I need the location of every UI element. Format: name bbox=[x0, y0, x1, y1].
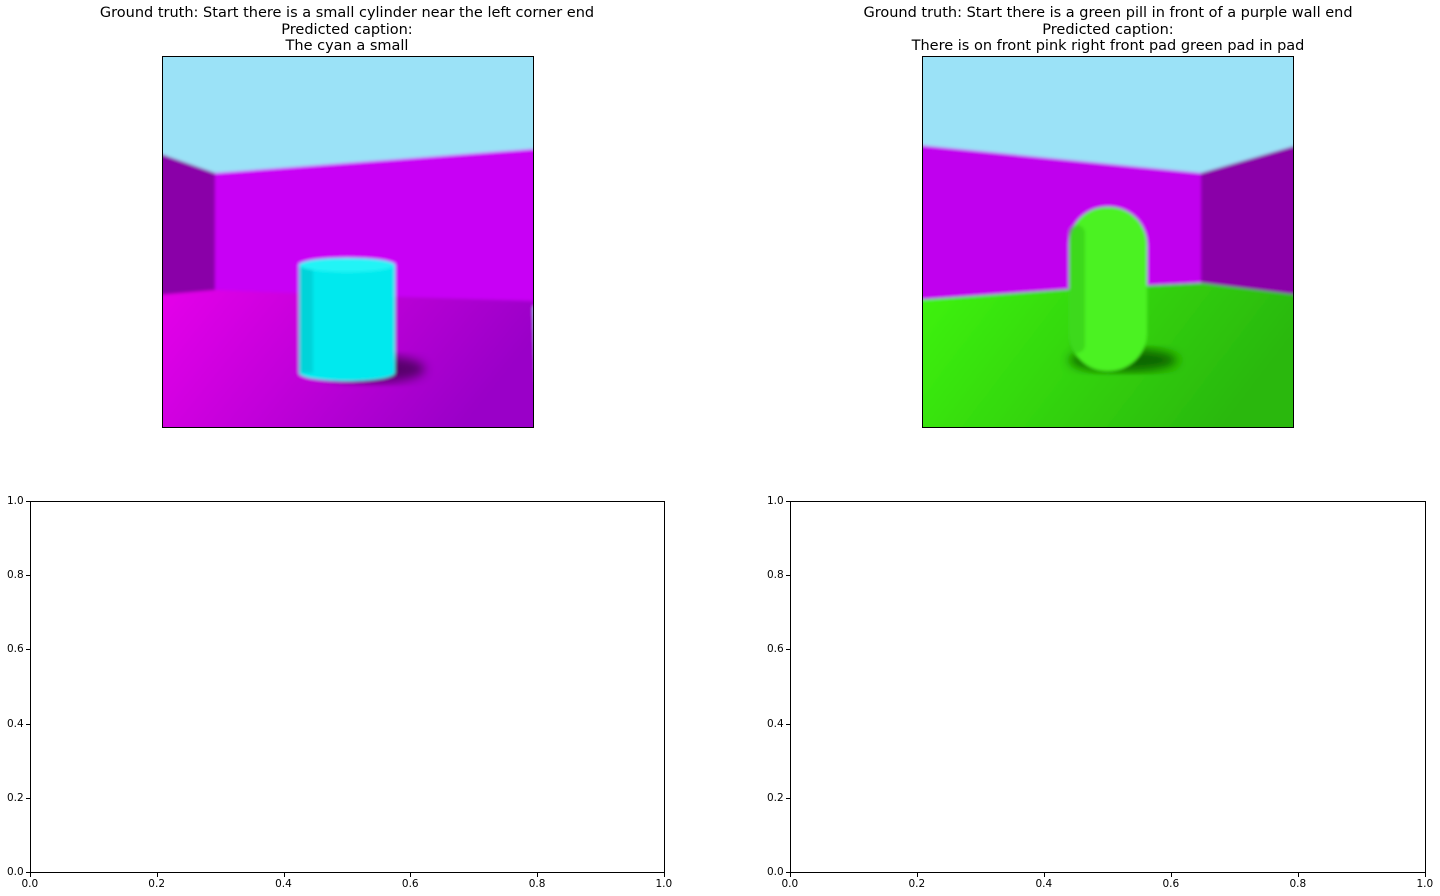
y-tick-label: 0.4 bbox=[7, 717, 24, 730]
y-tick-mark bbox=[26, 723, 30, 725]
x-tick-label: 0.0 bbox=[781, 878, 799, 890]
x-tick-label: 0.4 bbox=[1035, 878, 1053, 890]
x-tick-label: 0.6 bbox=[401, 878, 419, 890]
y-tick-mark bbox=[786, 649, 790, 651]
x-tick-label: 0.0 bbox=[21, 878, 39, 890]
pill-body bbox=[1069, 207, 1147, 371]
cylinder-top bbox=[299, 258, 395, 272]
y-tick-mark bbox=[786, 872, 790, 873]
x-tick-mark bbox=[30, 873, 31, 877]
y-tick-label: 0.8 bbox=[7, 569, 24, 582]
x-tick-mark bbox=[1298, 873, 1299, 877]
panel-2-image bbox=[922, 56, 1294, 428]
y-tick-label: 0.0 bbox=[767, 866, 784, 878]
panel-2-title-line-2: Predicted caption: bbox=[1042, 21, 1174, 38]
x-tick-mark bbox=[283, 873, 285, 877]
back-wall bbox=[163, 149, 533, 307]
y-tick-label: 0.2 bbox=[7, 791, 24, 804]
x-tick-mark bbox=[1171, 873, 1172, 877]
cylinder-shade bbox=[299, 265, 313, 373]
y-tick-label: 0.2 bbox=[767, 791, 784, 804]
pill-scene-image bbox=[923, 57, 1293, 427]
x-tick-mark bbox=[790, 873, 791, 877]
cylinder-body bbox=[299, 265, 395, 373]
panel-2-title-line-3: There is on front pink right front pad g… bbox=[911, 38, 1305, 55]
x-tick-label: 1.0 bbox=[655, 878, 673, 890]
y-tick-label: 0.4 bbox=[767, 717, 784, 730]
left-wall bbox=[163, 154, 215, 297]
panel-2-title: Ground truth: Start there is a green pil… bbox=[858, 5, 1358, 55]
y-tick-mark bbox=[786, 723, 790, 725]
y-tick-label: 1.0 bbox=[7, 495, 24, 507]
panel-1-title-line-3: The cyan a small bbox=[285, 38, 409, 55]
empty-axes-bottom-left bbox=[30, 501, 665, 873]
x-tick-label: 0.8 bbox=[1289, 878, 1307, 890]
y-tick-mark bbox=[26, 501, 30, 502]
x-tick-mark bbox=[1425, 873, 1426, 877]
x-tick-mark bbox=[156, 873, 158, 877]
panel-2-title-line-1: Ground truth: Start there is a green pil… bbox=[863, 5, 1353, 21]
x-tick-label: 0.4 bbox=[275, 878, 292, 890]
cylinder-base bbox=[299, 365, 395, 381]
x-tick-mark bbox=[917, 873, 918, 877]
y-tick-label: 0.6 bbox=[7, 643, 24, 656]
x-tick-label: 0.8 bbox=[528, 878, 546, 890]
panel-1-image bbox=[162, 56, 534, 428]
x-tick-label: 0.6 bbox=[1162, 878, 1180, 890]
x-tick-label: 1.0 bbox=[1416, 878, 1434, 890]
y-tick-label: 0.6 bbox=[767, 643, 784, 656]
y-tick-mark bbox=[786, 797, 790, 799]
x-tick-mark bbox=[664, 873, 665, 877]
panel-1-title: Ground truth: Start there is a small cyl… bbox=[97, 5, 597, 55]
pill-shade bbox=[1069, 225, 1085, 353]
y-tick-label: 0.0 bbox=[7, 866, 24, 878]
x-tick-mark bbox=[410, 873, 412, 877]
empty-axes-bottom-right bbox=[790, 501, 1426, 873]
y-tick-mark bbox=[786, 501, 790, 502]
y-tick-label: 1.0 bbox=[767, 495, 784, 507]
y-tick-mark bbox=[786, 575, 790, 577]
right-wall bbox=[1201, 146, 1293, 297]
x-tick-mark bbox=[537, 873, 539, 877]
cylinder-scene-image bbox=[163, 57, 533, 427]
x-tick-mark bbox=[1044, 873, 1045, 877]
panel-1-title-line-2: Predicted caption: bbox=[281, 21, 413, 38]
panel-1-title-line-1: Ground truth: Start there is a small cyl… bbox=[99, 5, 595, 21]
x-tick-label: 0.2 bbox=[148, 878, 165, 890]
y-tick-mark bbox=[26, 649, 30, 651]
y-tick-mark bbox=[26, 872, 30, 873]
x-tick-label: 0.2 bbox=[908, 878, 926, 890]
y-tick-mark bbox=[26, 797, 30, 799]
y-tick-mark bbox=[26, 575, 30, 577]
y-tick-label: 0.8 bbox=[767, 569, 784, 582]
